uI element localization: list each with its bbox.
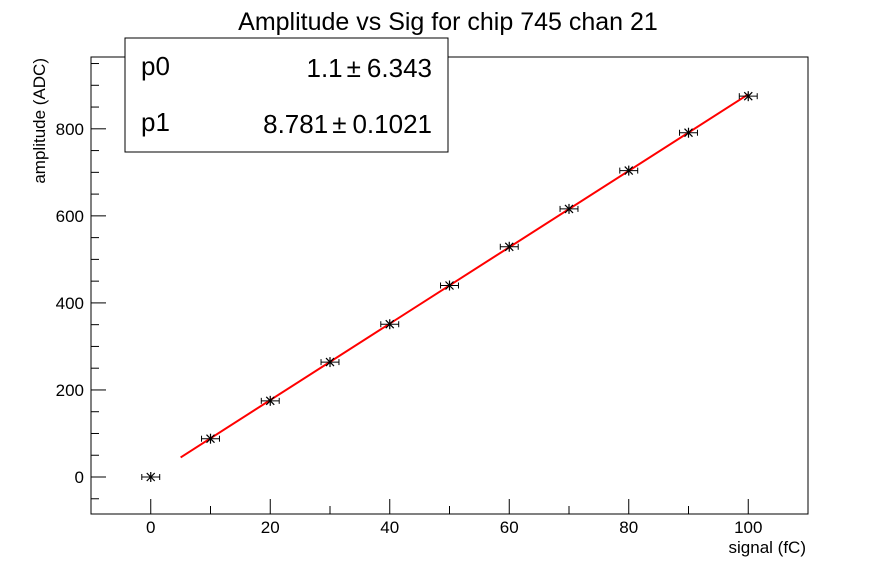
x-tick-label: 40	[380, 518, 399, 537]
chart-title: Amplitude vs Sig for chip 745 chan 21	[238, 8, 658, 36]
stat-p0-name: p0	[141, 51, 170, 81]
y-tick-label: 200	[56, 381, 84, 400]
stat-p0-value: 1.1 ±6.343	[306, 53, 432, 83]
data-point	[738, 91, 758, 102]
y-axis-label: amplitude (ADC)	[30, 58, 49, 184]
x-tick-label: 20	[261, 518, 280, 537]
x-tick-label: 0	[146, 518, 155, 537]
y-tick-label: 400	[56, 294, 84, 313]
y-tick-label: 600	[56, 207, 84, 226]
x-tick-label: 60	[500, 518, 519, 537]
fit-stats-box: p0 1.1 ±6.343 p1 8.781 ±0.1021	[124, 37, 449, 153]
x-axis-ticks	[90, 499, 809, 514]
data-point	[679, 127, 698, 138]
fit-stats-box-frame	[124, 37, 449, 153]
x-tick-label: 100	[734, 518, 762, 537]
data-point	[380, 319, 400, 330]
data-point	[499, 241, 519, 252]
stat-p1-value: 8.781 ±0.1021	[263, 109, 432, 139]
x-axis-tick-labels: 0 20 40 60 80 100	[146, 518, 762, 537]
data-point	[440, 280, 459, 291]
y-axis-tick-labels: 0 200 400 600 800	[56, 120, 84, 487]
data-point	[559, 203, 579, 214]
data-point	[619, 165, 639, 176]
data-point	[141, 472, 161, 483]
y-tick-label: 0	[75, 468, 84, 487]
data-point	[201, 433, 220, 444]
y-tick-label: 800	[56, 120, 84, 139]
fit-line	[180, 93, 749, 459]
x-tick-label: 80	[619, 518, 638, 537]
stat-p1-name: p1	[141, 107, 170, 137]
data-point	[260, 395, 280, 406]
data-point	[320, 357, 340, 368]
data-points	[141, 91, 758, 483]
x-axis-label: signal (fC)	[729, 538, 806, 557]
y-axis-ticks	[91, 63, 106, 500]
